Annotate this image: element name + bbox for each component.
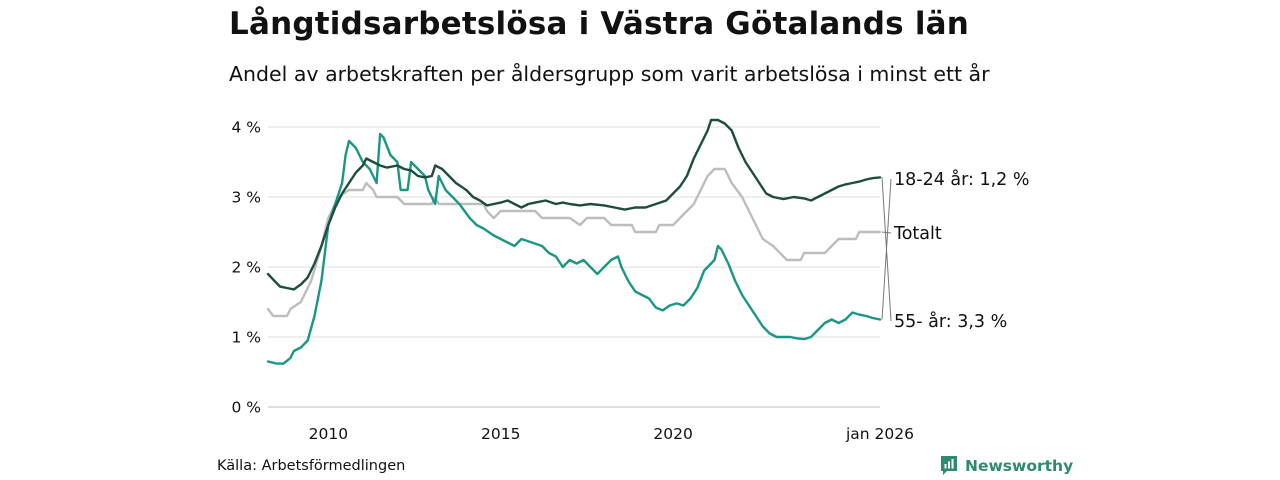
source-note: Källa: Arbetsförmedlingen [217, 458, 406, 474]
end-label-0: Totalt [893, 224, 942, 244]
chart-subtitle: Andel av arbetskraften per åldersgrupp s… [229, 62, 990, 86]
end-label-2: 55- år: 3,3 % [894, 311, 1007, 332]
brand-logo: Newsworthy [939, 455, 1073, 477]
y-tick-label: 2 % [231, 259, 261, 277]
end-label-leader-0 [881, 231, 892, 234]
brand-name: Newsworthy [965, 457, 1074, 475]
x-tick-label: 2010 [309, 425, 348, 443]
end-label-leader-2 [881, 177, 892, 322]
x-tick-label: 2020 [653, 425, 692, 443]
y-tick-label: 3 % [231, 189, 261, 207]
series-line-0 [266, 167, 882, 318]
end-label-1: 18-24 år: 1,2 % [894, 169, 1030, 190]
series-line-1 [266, 132, 882, 365]
chart-title: Långtidsarbetslösa i Västra Götalands lä… [229, 6, 970, 42]
x-tick-label: jan 2026 [845, 425, 914, 443]
newsworthy-logo-icon [941, 456, 957, 475]
y-tick-label: 1 % [231, 329, 261, 347]
y-tick-label: 4 % [231, 119, 261, 137]
series-line-2 [266, 118, 882, 291]
x-tick-label: 2015 [481, 425, 520, 443]
y-tick-label: 0 % [231, 399, 261, 417]
